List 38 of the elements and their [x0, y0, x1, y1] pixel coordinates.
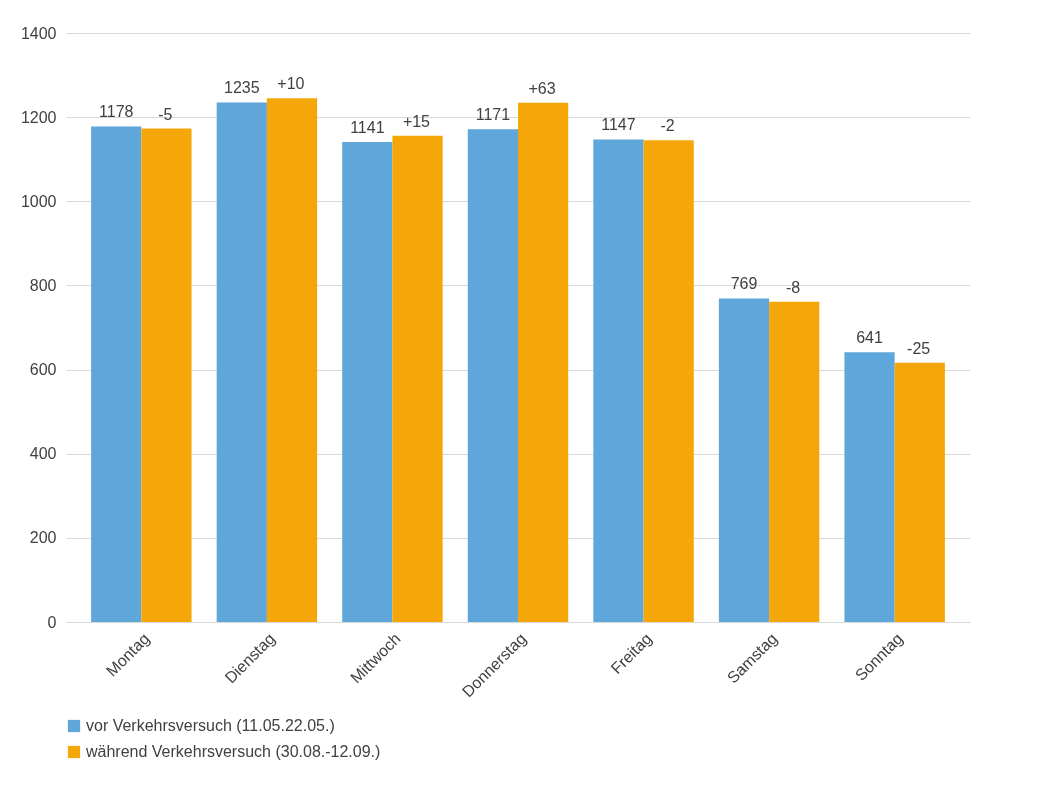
data-label: 1178 [99, 103, 134, 121]
y-tick-label: 800 [29, 276, 57, 294]
bar [718, 298, 770, 622]
data-label: 1141 [350, 118, 385, 136]
bar [467, 129, 518, 622]
y-tick-label: 1400 [20, 24, 57, 42]
bar [216, 102, 267, 622]
annotation: -2 [660, 117, 675, 135]
y-tick-label: 1200 [20, 108, 57, 126]
annotation: +63 [528, 79, 556, 97]
annotation: +15 [402, 112, 431, 130]
y-tick-label: 0 [47, 613, 57, 631]
legend-label: während Verkehrsversuch (30.08.-12.09.) [85, 743, 381, 760]
data-label: 1147 [601, 116, 636, 134]
bar [844, 352, 895, 622]
annotation: -5 [158, 105, 173, 123]
bar [894, 362, 945, 622]
bar [266, 98, 318, 622]
data-label: 641 [856, 329, 883, 347]
bar [392, 135, 443, 622]
y-tick-label: 200 [29, 529, 57, 547]
bar [769, 301, 820, 622]
bar [518, 102, 569, 622]
annotation: -8 [785, 278, 801, 296]
bar [593, 139, 644, 622]
data-label: 1171 [475, 106, 511, 124]
bar [643, 140, 694, 622]
bar [91, 126, 142, 622]
y-tick-label: 1000 [20, 192, 57, 210]
bar [141, 128, 192, 622]
y-tick-label: 600 [29, 361, 57, 379]
y-tick-label: 400 [29, 445, 57, 463]
data-label: 1235 [223, 79, 260, 97]
annotation: +10 [277, 75, 305, 93]
data-label: 769 [730, 275, 758, 293]
bar [342, 141, 393, 622]
legend-label: vor Verkehrsversuch (11.05.22.05.) [86, 717, 335, 734]
annotation: -25 [907, 339, 931, 357]
